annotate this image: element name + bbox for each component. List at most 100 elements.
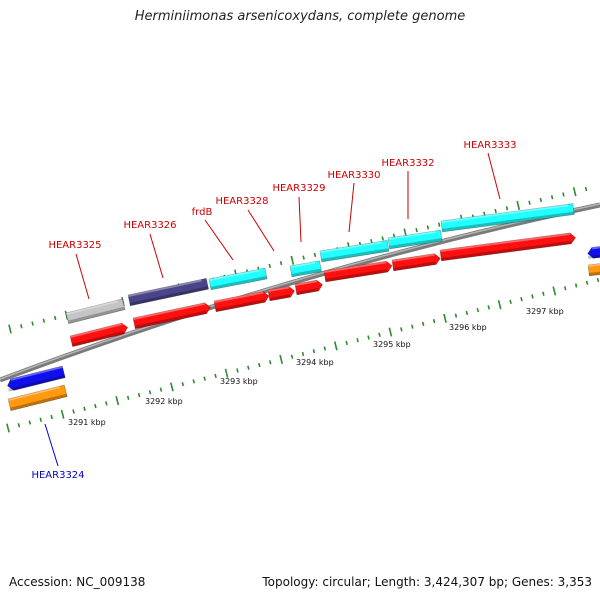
gene-block-hear3326[interactable] [132, 302, 212, 330]
lower-tick [552, 286, 557, 296]
kbp-label: 3293 kbp [220, 377, 258, 386]
lower-tick [323, 346, 327, 351]
gene-block-hear3324[interactable] [6, 365, 66, 392]
upper-tick [31, 321, 34, 326]
upper-tick [279, 260, 283, 266]
genome-summary-text: Topology: circular; Length: 3,424,307 bp… [262, 575, 592, 589]
lower-tick [312, 349, 316, 354]
gene-label-leader [247, 209, 275, 252]
gene-block-hear3330[interactable] [323, 260, 393, 283]
upper-tick [483, 211, 486, 216]
upper-tick [20, 324, 23, 329]
lower-tick [214, 373, 217, 379]
gene-label-leader [75, 253, 90, 300]
upper-tick [516, 200, 521, 211]
lower-tick [60, 409, 65, 419]
upper-tick [8, 324, 12, 334]
lower-tick [410, 324, 414, 329]
gene-label-leader [204, 219, 234, 261]
gene-block-edge-b[interactable] [587, 262, 600, 277]
upper-tick [539, 197, 543, 203]
lower-tick [181, 382, 185, 387]
lower-tick [542, 291, 545, 296]
gene-block-hear3332[interactable] [391, 253, 441, 272]
upper-tick [426, 225, 430, 230]
upper-tick [584, 186, 588, 192]
gene-block-hear3328[interactable] [267, 285, 296, 302]
gene-block-hear3330-rna[interactable] [319, 240, 390, 263]
lower-tick [258, 362, 261, 368]
lower-tick [476, 308, 480, 313]
lower-tick [28, 420, 32, 425]
lower-tick [203, 376, 206, 381]
upper-tick [494, 208, 497, 214]
lower-tick [247, 365, 250, 370]
lower-tick [454, 313, 458, 318]
gene-block-hear3332-rna[interactable] [387, 229, 443, 250]
gene-block-hear3333-rna[interactable] [440, 203, 575, 233]
kbp-label: 3291 kbp [68, 418, 106, 427]
kbp-label: 3294 kbp [296, 358, 334, 367]
upper-tick [437, 222, 441, 227]
upper-tick [302, 255, 305, 260]
upper-tick [392, 233, 396, 238]
lower-tick [50, 414, 53, 420]
upper-tick [121, 296, 125, 307]
gene-label-hear3328[interactable]: HEAR3328 [215, 196, 268, 207]
gene-label-leader [298, 196, 302, 243]
gene-block-hear3324-cds[interactable] [7, 384, 68, 412]
lower-tick [421, 321, 425, 326]
gene-label-hear3326[interactable]: HEAR3326 [123, 220, 176, 231]
lower-tick [574, 283, 578, 288]
gene-label-hear3325[interactable]: HEAR3325 [48, 240, 101, 251]
gene-label-hear3324[interactable]: HEAR3324 [31, 470, 84, 481]
lower-tick [72, 409, 75, 414]
gene-block-hear3333[interactable] [439, 232, 576, 262]
upper-tick [572, 187, 577, 197]
lower-tick [83, 406, 86, 411]
lower-tick [509, 299, 512, 305]
gene-block-hear3326-rna[interactable] [127, 278, 209, 307]
gene-label-frdb[interactable]: frdB [192, 207, 213, 218]
gene-label-leader [44, 423, 59, 467]
lower-tick [367, 335, 370, 340]
gene-block-hear3329-rna[interactable] [289, 260, 322, 278]
lower-tick [345, 340, 348, 346]
upper-tick [370, 239, 373, 244]
lower-tick [520, 297, 523, 302]
gene-block-hear3329[interactable] [294, 279, 323, 296]
gene-label-hear3330[interactable]: HEAR3330 [327, 170, 380, 181]
lower-tick [443, 313, 447, 323]
lower-tick [17, 423, 21, 428]
lower-tick [356, 338, 359, 343]
kbp-label: 3296 kbp [449, 323, 487, 332]
gene-label-hear3329[interactable]: HEAR3329 [272, 183, 325, 194]
lower-tick [94, 403, 97, 409]
gene-block-frdb[interactable] [213, 291, 270, 313]
gene-label-hear3333[interactable]: HEAR3333 [463, 140, 516, 151]
lower-tick [105, 401, 108, 406]
upper-tick [550, 195, 554, 200]
lower-tick [301, 351, 305, 357]
lower-tick [388, 327, 393, 337]
map-title: Herminiimonas arsenicoxydans, complete g… [134, 9, 466, 24]
gene-block-frdb-rna[interactable] [208, 267, 268, 291]
gene-label-hear3332[interactable]: HEAR3332 [381, 158, 434, 169]
accession-text: Accession: NC_009138 [9, 575, 146, 589]
upper-tick [268, 263, 272, 268]
upper-tick [562, 192, 565, 197]
lower-tick [170, 382, 174, 392]
upper-tick [381, 236, 384, 241]
kbp-label: 3297 kbp [526, 307, 564, 316]
genome-backbone [0, 202, 600, 383]
lower-tick [148, 390, 152, 395]
lower-tick [159, 387, 163, 392]
gene-block-edge-a[interactable] [587, 245, 600, 259]
gene-label-leader [348, 182, 355, 233]
gene-block-hear3325-rna[interactable] [65, 298, 126, 325]
gene-label-leader [487, 152, 501, 200]
lower-tick [224, 368, 229, 378]
gene-block-hear3325[interactable] [69, 322, 129, 348]
